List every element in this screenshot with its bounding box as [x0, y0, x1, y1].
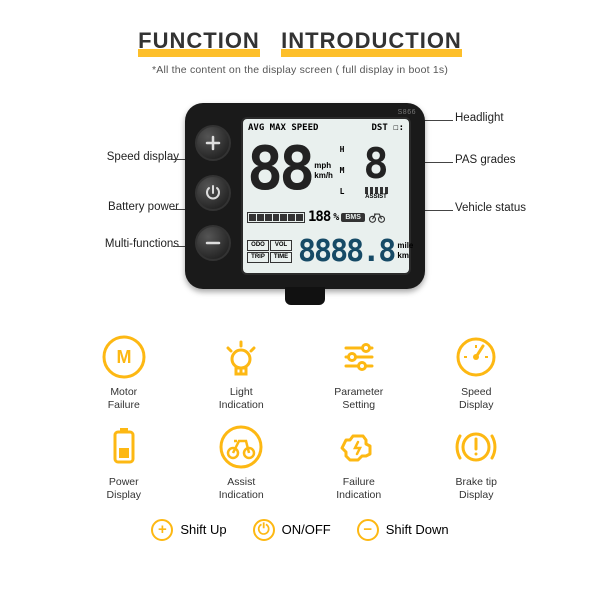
- feature-light-indication: LightIndication: [192, 334, 292, 412]
- minus-icon: −: [357, 519, 379, 541]
- lcd-pas-bars: [365, 187, 388, 194]
- icon-label: SpeedDisplay: [459, 386, 493, 412]
- label-headlight: Headlight: [455, 112, 504, 124]
- lcd-speed-value: 88: [247, 139, 311, 203]
- lcd-odo-value: 8888.8: [298, 234, 394, 269]
- icon-label: ParameterSetting: [334, 386, 383, 412]
- label-speed-display: Speed display: [107, 151, 179, 163]
- lcd-pas-label: ASSIST: [365, 194, 387, 200]
- failure-indication-icon: [336, 424, 382, 470]
- power-icon: ⏻: [253, 519, 275, 541]
- icon-label: LightIndication: [219, 386, 264, 412]
- feature-assist-indication: AssistIndication: [192, 424, 292, 502]
- power-button[interactable]: [195, 175, 231, 211]
- speed-display-icon: [453, 334, 499, 380]
- legend-shift-down: − Shift Down: [357, 519, 449, 541]
- label-battery-power: Battery power: [108, 201, 179, 213]
- lcd-top-modes: AVG MAX SPEED: [248, 123, 318, 133]
- label-vehicle-status: Vehicle status: [455, 202, 526, 214]
- plus-icon: +: [151, 519, 173, 541]
- lcd-speed-mph: mph: [314, 161, 333, 171]
- feature-icons-grid: M MotorFailure LightIndication ParameterSet…: [74, 334, 526, 503]
- icon-label: PowerDisplay: [107, 476, 141, 502]
- assist-indication-icon: [218, 424, 264, 470]
- icon-label: MotorFailure: [108, 386, 140, 412]
- battery-icon: [247, 212, 305, 223]
- light-indication-icon: [218, 334, 264, 380]
- minus-button[interactable]: [195, 225, 231, 261]
- device-diagram: Speed display Battery power Multi-functi…: [35, 98, 565, 304]
- device-model: S866: [398, 109, 416, 116]
- feature-power-display: PowerDisplay: [74, 424, 174, 502]
- lcd-screen: AVG MAX SPEED DST ☐꞉ 88 mph km/h H M: [241, 117, 411, 275]
- plus-button[interactable]: [195, 125, 231, 161]
- page-title: FUNCTION INTRODUCTION: [34, 28, 566, 54]
- lcd-speed-kmh: km/h: [314, 171, 333, 181]
- label-multi-functions: Multi-functions: [105, 238, 179, 250]
- legend-shift-up: + Shift Up: [151, 519, 226, 541]
- lcd-function-labels: ODOVOL TRIPTIME: [247, 240, 292, 263]
- feature-parameter-setting: ParameterSetting: [309, 334, 409, 412]
- title-word-2: INTRODUCTION: [281, 28, 462, 53]
- lcd-battery-pct: 188: [308, 209, 330, 225]
- subtitle: *All the content on the display screen (…: [34, 64, 566, 76]
- brake-tip-icon: [453, 424, 499, 470]
- device-body: S866 AVG MAX SPEED DST ☐꞉ 88 mph km/h: [185, 103, 425, 289]
- button-legend: + Shift Up ⏻ ON/OFF − Shift Down: [34, 519, 566, 541]
- svg-text:M: M: [116, 347, 131, 367]
- feature-speed-display: SpeedDisplay: [427, 334, 527, 412]
- title-word-1: FUNCTION: [138, 28, 260, 53]
- icon-label: Brake tipDisplay: [456, 476, 497, 502]
- lcd-pas-value: 8: [363, 143, 388, 185]
- icon-label: FailureIndication: [336, 476, 381, 502]
- lcd-top-right: DST ☐꞉: [371, 123, 404, 133]
- legend-on-off: ⏻ ON/OFF: [253, 519, 331, 541]
- icon-label: AssistIndication: [219, 476, 264, 502]
- label-pas-grades: PAS grades: [455, 154, 516, 166]
- motor-failure-icon: M: [101, 334, 147, 380]
- feature-brake-tip: Brake tipDisplay: [427, 424, 527, 502]
- feature-motor-failure: M MotorFailure: [74, 334, 174, 412]
- bike-icon: [368, 211, 386, 223]
- feature-failure-indication: FailureIndication: [309, 424, 409, 502]
- power-display-icon: [101, 424, 147, 470]
- parameter-setting-icon: [336, 334, 382, 380]
- lcd-bms-tag: BMS: [341, 213, 365, 222]
